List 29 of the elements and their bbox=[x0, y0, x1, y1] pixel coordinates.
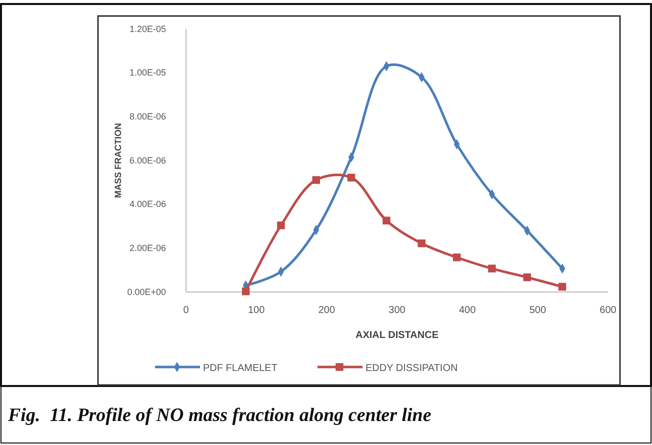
y-tick-label: 1.00E-05 bbox=[129, 68, 166, 78]
point bbox=[452, 254, 461, 262]
point bbox=[418, 239, 426, 248]
y-axis-title: MASS FRACTION bbox=[113, 123, 123, 198]
point bbox=[312, 176, 320, 184]
y-tick-label: 6.00E-06 bbox=[129, 155, 166, 166]
y-tick-label: 8.00E-06 bbox=[129, 112, 166, 122]
point bbox=[488, 264, 496, 272]
x-axis-title: AXIAL DISTANCE bbox=[356, 330, 439, 341]
legend-label: EDDY DISSIPATION bbox=[365, 363, 458, 374]
point bbox=[523, 273, 531, 282]
x-tick-label: 300 bbox=[388, 305, 406, 316]
point bbox=[382, 216, 390, 224]
y-tick-label: 0.00E+00 bbox=[127, 286, 166, 297]
x-tick-label: 100 bbox=[248, 305, 266, 316]
x-tick-label: 600 bbox=[600, 305, 617, 316]
x-tick-label: 0 bbox=[183, 305, 190, 316]
point bbox=[347, 174, 356, 182]
x-tick-label: 500 bbox=[529, 305, 546, 316]
x-tick-label: 200 bbox=[318, 305, 336, 316]
point bbox=[277, 222, 285, 230]
point bbox=[242, 287, 250, 296]
point bbox=[558, 282, 566, 291]
legend-label: PDF FLAMELET bbox=[203, 363, 278, 374]
caption: Fig. 11. Profile of NO mass fraction along center line bbox=[7, 405, 432, 426]
y-tick-label: 1.20E-05 bbox=[129, 24, 166, 34]
x-tick-label: 400 bbox=[458, 305, 476, 316]
y-tick-label: 2.00E-06 bbox=[129, 243, 166, 254]
y-tick-label: 4.00E-06 bbox=[129, 199, 166, 210]
